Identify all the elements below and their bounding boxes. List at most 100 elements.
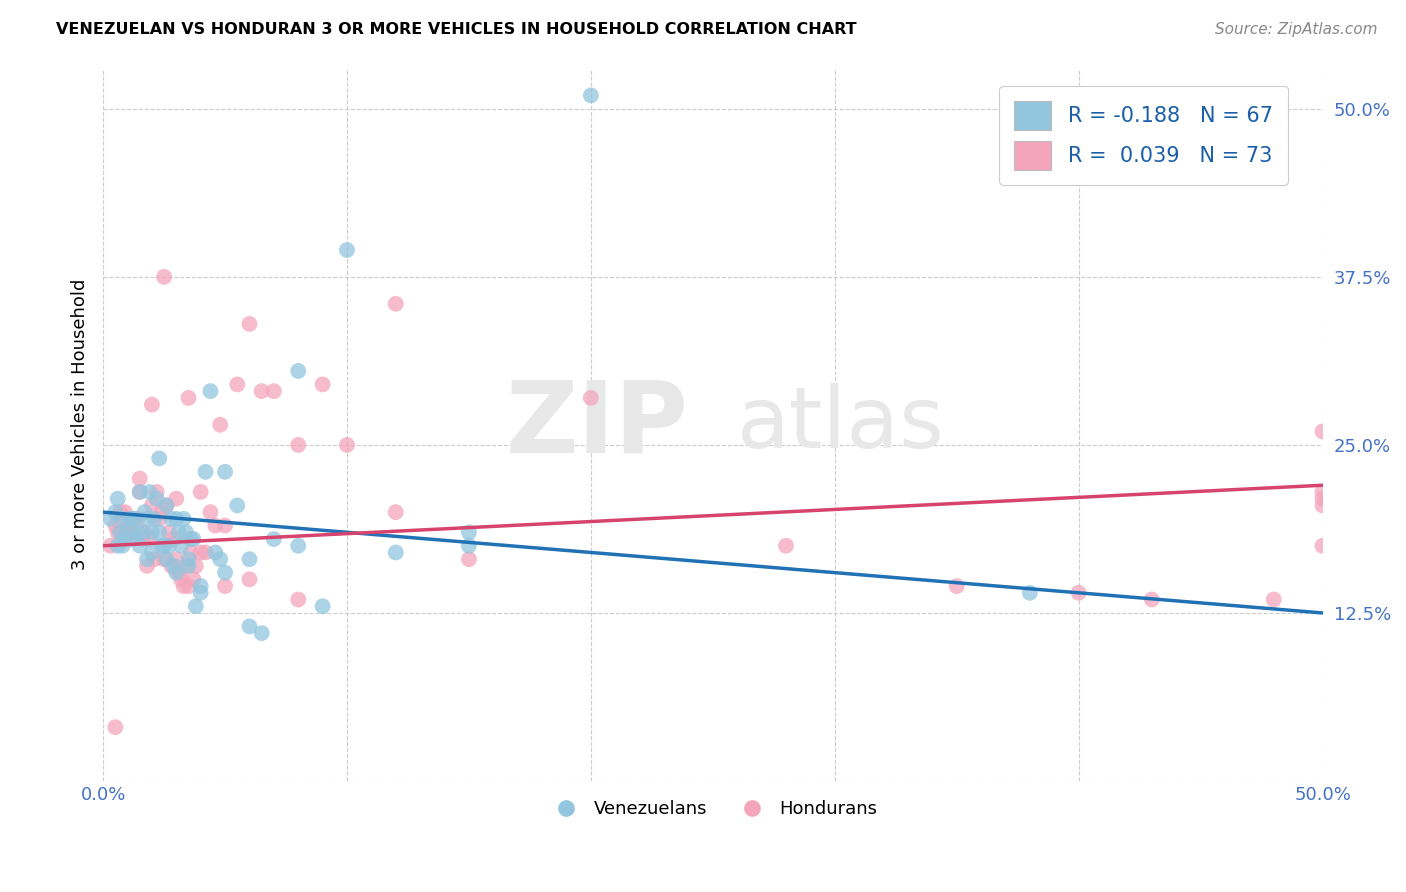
Point (107, 525, 129, 540)
Point (1312, 491, 1334, 506)
Point (184, 558, 207, 573)
Point (117, 512, 139, 526)
Point (384, 505, 406, 519)
Point (287, 592, 309, 607)
Point (214, 518, 236, 533)
Point (148, 512, 170, 526)
Point (157, 525, 180, 540)
Point (384, 297, 406, 311)
Point (134, 505, 156, 519)
Point (204, 518, 226, 533)
Point (141, 499, 163, 513)
Legend: Venezuelans, Hondurans: Venezuelans, Hondurans (541, 793, 884, 825)
Point (238, 317, 260, 331)
Point (118, 525, 141, 540)
Point (194, 545, 217, 559)
Point (136, 552, 159, 566)
Point (117, 525, 139, 540)
Point (118, 512, 141, 526)
Point (200, 505, 222, 519)
Point (136, 558, 159, 573)
Point (180, 532, 202, 546)
Point (134, 525, 156, 540)
Point (214, 465, 236, 479)
Point (311, 599, 333, 614)
Point (128, 485, 150, 500)
Point (121, 532, 143, 546)
Point (945, 579, 967, 593)
Point (1312, 425, 1334, 439)
Point (1312, 539, 1334, 553)
Point (287, 438, 309, 452)
Point (108, 525, 131, 540)
Point (165, 512, 187, 526)
Point (141, 398, 163, 412)
Point (153, 539, 176, 553)
Point (200, 384, 222, 399)
Point (183, 532, 205, 546)
Point (127, 512, 149, 526)
Point (458, 539, 481, 553)
Point (114, 532, 136, 546)
Point (190, 485, 212, 500)
Point (128, 471, 150, 485)
Point (107, 539, 129, 553)
Point (311, 377, 333, 392)
Point (165, 552, 187, 566)
Text: VENEZUELAN VS HONDURAN 3 OR MORE VEHICLES IN HOUSEHOLD CORRELATION CHART: VENEZUELAN VS HONDURAN 3 OR MORE VEHICLE… (56, 22, 856, 37)
Text: ZIP: ZIP (506, 376, 689, 474)
Point (1067, 586, 1090, 600)
Point (384, 545, 406, 559)
Text: Source: ZipAtlas.com: Source: ZipAtlas.com (1215, 22, 1378, 37)
Point (155, 552, 177, 566)
Point (148, 525, 170, 540)
Point (160, 512, 183, 526)
Point (1140, 592, 1163, 607)
Point (226, 377, 249, 392)
Point (146, 491, 169, 506)
Y-axis label: 3 or more Vehicles in Household: 3 or more Vehicles in Household (72, 279, 89, 571)
Point (190, 586, 212, 600)
Point (114, 505, 136, 519)
Point (108, 505, 131, 519)
Point (104, 720, 127, 734)
Point (190, 545, 212, 559)
Point (1263, 592, 1285, 607)
Point (143, 552, 166, 566)
Point (177, 391, 200, 405)
Point (157, 539, 180, 553)
Point (150, 505, 173, 519)
Point (579, 88, 602, 103)
Point (1312, 485, 1334, 500)
Point (209, 417, 232, 432)
Point (165, 491, 187, 506)
Point (287, 364, 309, 378)
Point (155, 499, 177, 513)
Point (104, 505, 127, 519)
Point (177, 579, 200, 593)
Point (173, 512, 195, 526)
Point (141, 545, 163, 559)
Point (138, 532, 160, 546)
Point (214, 566, 236, 580)
Point (117, 525, 139, 540)
Point (336, 243, 359, 257)
Point (150, 539, 173, 553)
Point (238, 619, 260, 633)
Point (775, 539, 797, 553)
Point (160, 558, 183, 573)
Text: atlas: atlas (737, 384, 945, 467)
Point (1312, 499, 1334, 513)
Point (190, 579, 212, 593)
Point (174, 525, 197, 540)
Point (238, 552, 260, 566)
Point (131, 525, 153, 540)
Point (458, 525, 481, 540)
Point (170, 539, 193, 553)
Point (226, 499, 249, 513)
Point (177, 552, 200, 566)
Point (124, 512, 146, 526)
Point (177, 558, 200, 573)
Point (204, 545, 226, 559)
Point (194, 465, 217, 479)
